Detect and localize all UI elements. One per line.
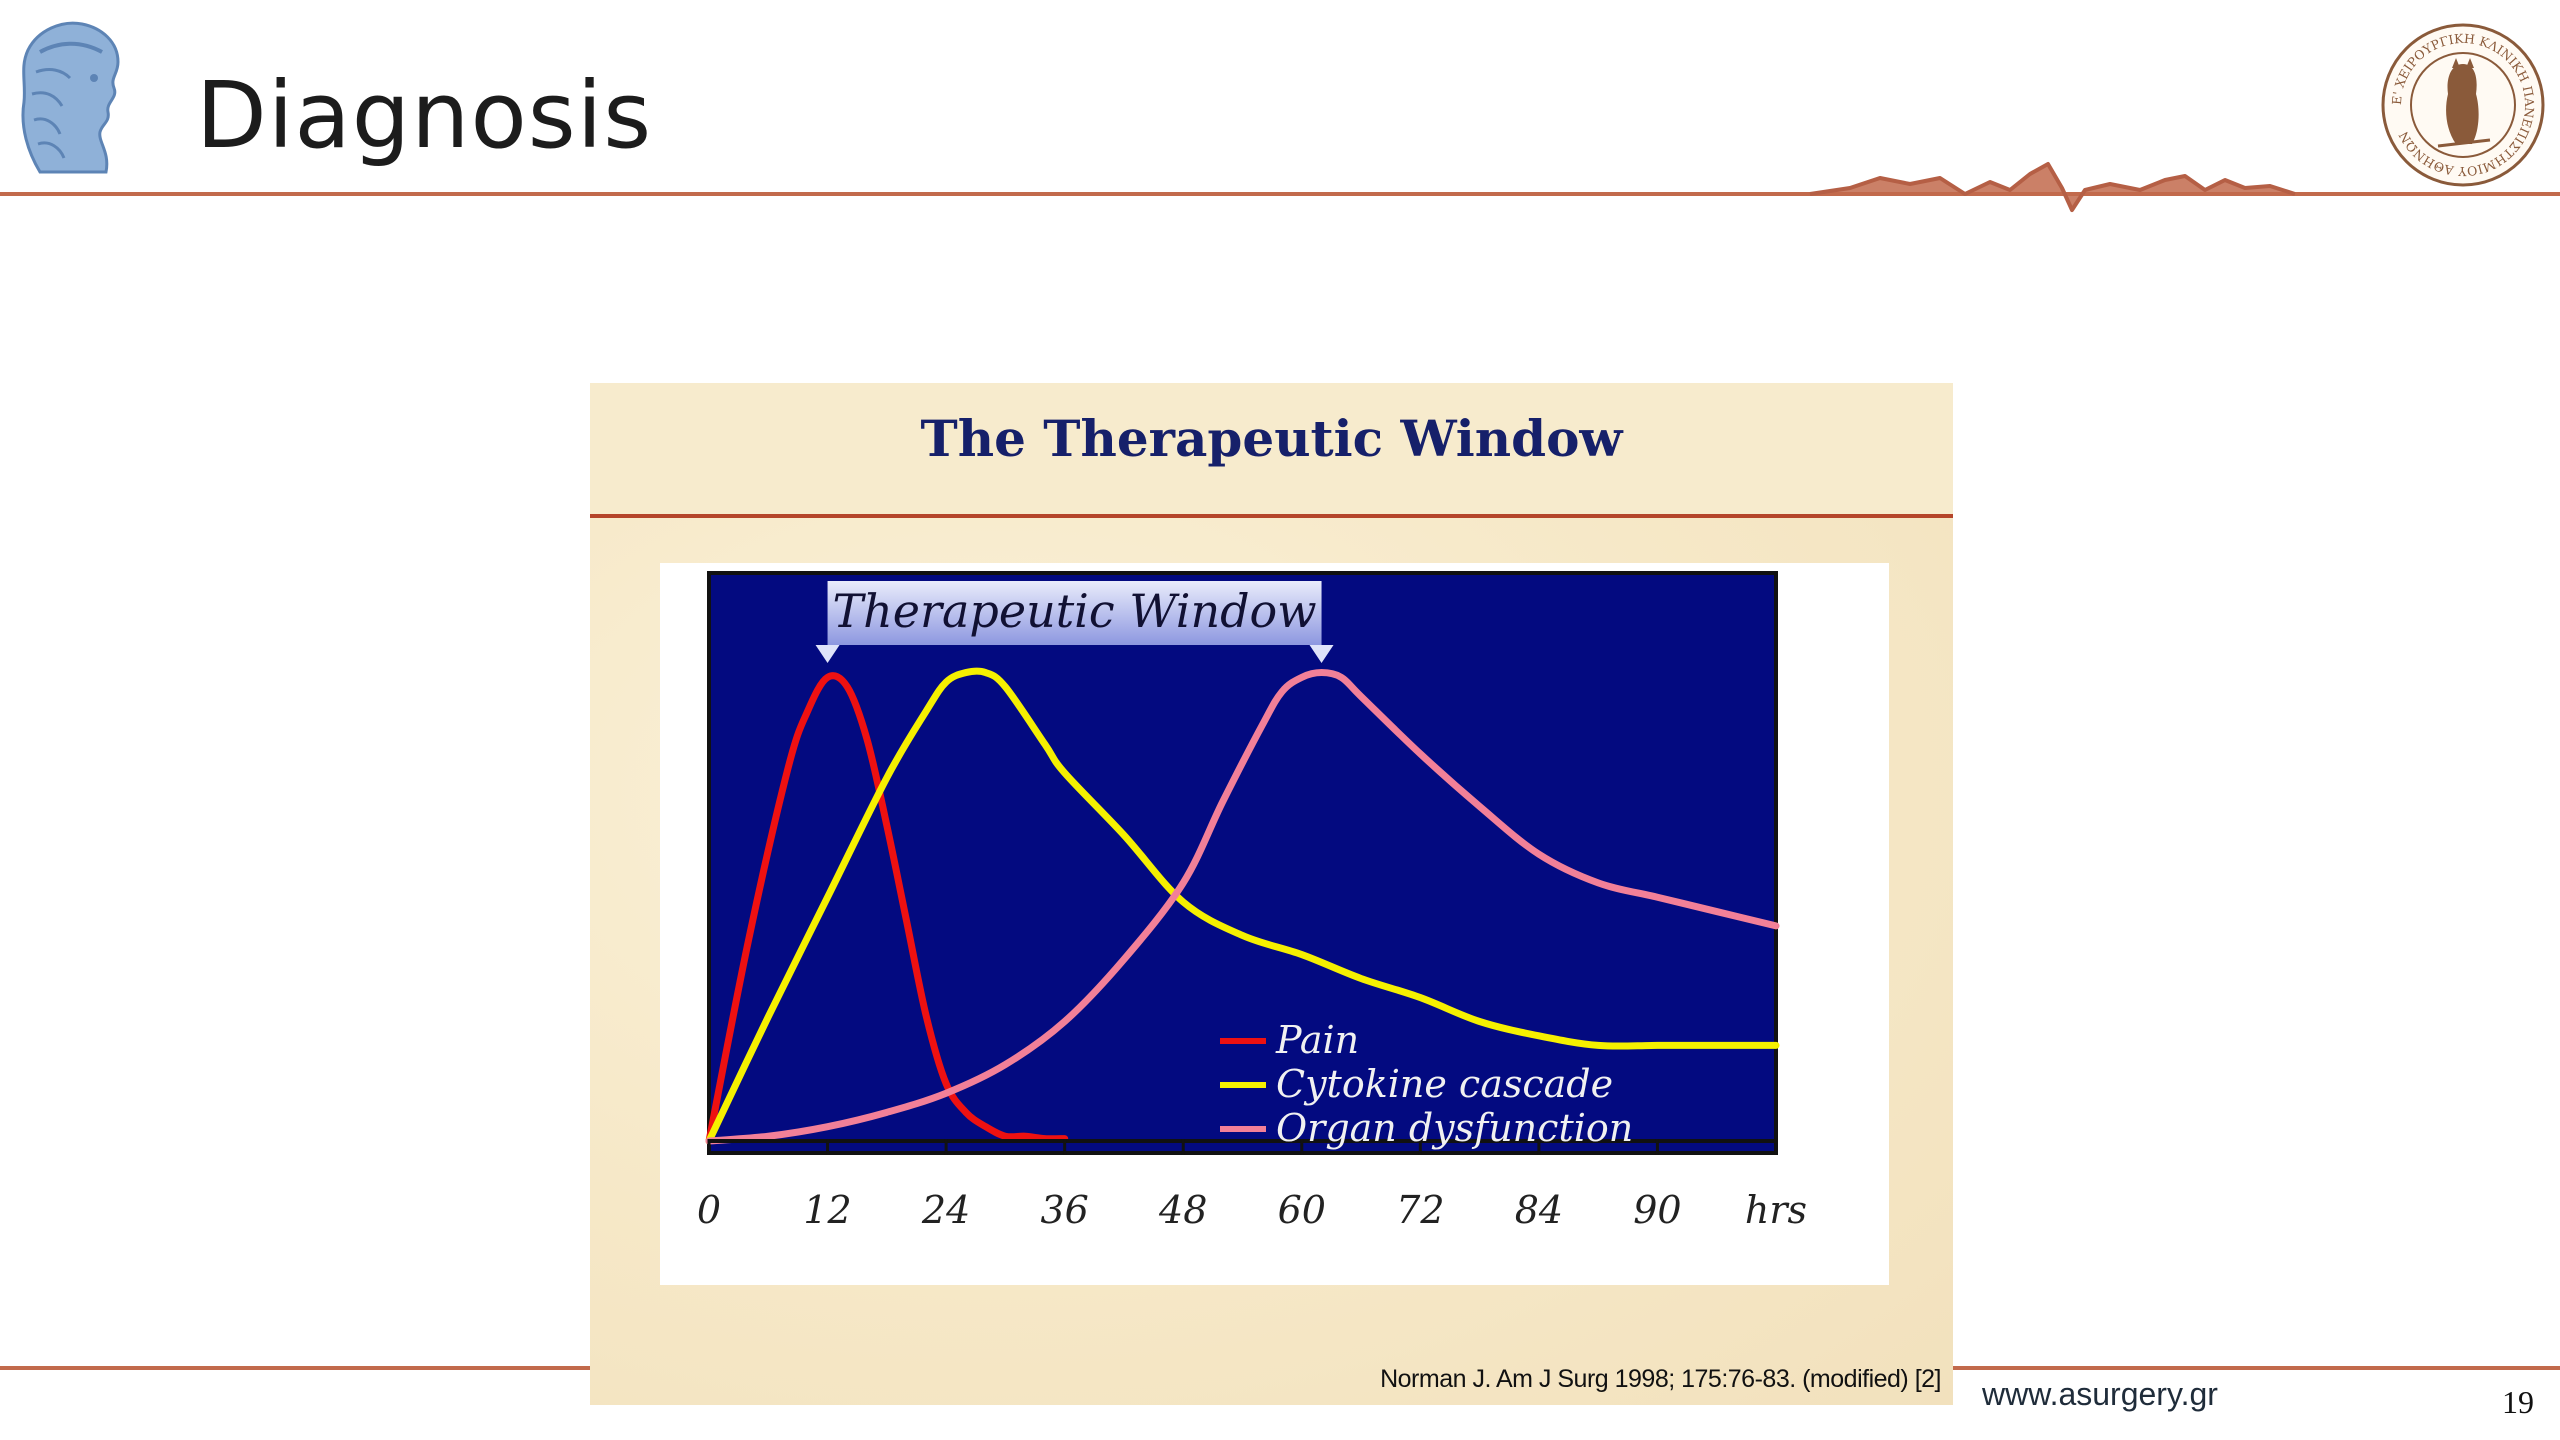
window-start-arrow [815, 645, 840, 663]
therapeutic-window-banner [827, 581, 1322, 645]
chart-panel: Therapeutic Window Pain Cytokine cascade O… [660, 563, 1889, 1285]
x-tick-label: 36 [1040, 1188, 1088, 1232]
owl-seal-icon: Ε' ΧΕΙΡΟΥΡΓΙΚΗ ΚΛΙΝΙΚΗ ΠΑΝΕΠΙΣΤΗΜΙΟΥ ΑΘΗ… [2381, 23, 2545, 187]
legend-label-organ-dysfunction: Organ dysfunction [1276, 1106, 1633, 1150]
x-tick-label: 60 [1278, 1188, 1326, 1232]
figure-title: The Therapeutic Window [920, 409, 1623, 468]
legend-label-pain: Pain [1275, 1018, 1359, 1062]
footer-divider-left [0, 1366, 590, 1370]
header-divider [0, 162, 2560, 212]
x-tick-label: 12 [803, 1188, 851, 1232]
plot-area [707, 571, 1778, 1155]
series-line-organ-dysfunction [705, 669, 1780, 1145]
figure-header [590, 383, 1953, 515]
x-tick-label: 84 [1515, 1188, 1563, 1232]
series-line-pain [705, 672, 1069, 1145]
legend-label-cytokine-cascade: Cytokine cascade [1276, 1062, 1613, 1106]
figure-divider [590, 514, 1953, 518]
citation: Norman J. Am J Surg 1998; 175:76-83. (mo… [1380, 1365, 1941, 1393]
footer-divider-right [1953, 1366, 2560, 1370]
slide-title: Diagnosis [196, 62, 653, 169]
page-number: 19 [2502, 1384, 2534, 1420]
x-tick-label: 0 [697, 1188, 721, 1232]
x-tick-label: 72 [1396, 1188, 1444, 1232]
x-tick-label: 24 [921, 1188, 970, 1232]
x-tick-label: 90 [1633, 1188, 1681, 1232]
series-line-cytokine-cascade [705, 667, 1780, 1145]
window-end-arrow [1309, 645, 1334, 663]
therapeutic-window-figure: The Therapeutic Window Therapeutic Windo… [590, 383, 1953, 1405]
athena-head-icon [21, 21, 120, 174]
x-tick-label: 48 [1158, 1188, 1207, 1232]
website-link[interactable]: www.asurgery.gr [1982, 1376, 2218, 1412]
x-tick-label: hrs [1745, 1188, 1807, 1232]
therapeutic-window-label: Therapeutic Window [832, 584, 1316, 638]
